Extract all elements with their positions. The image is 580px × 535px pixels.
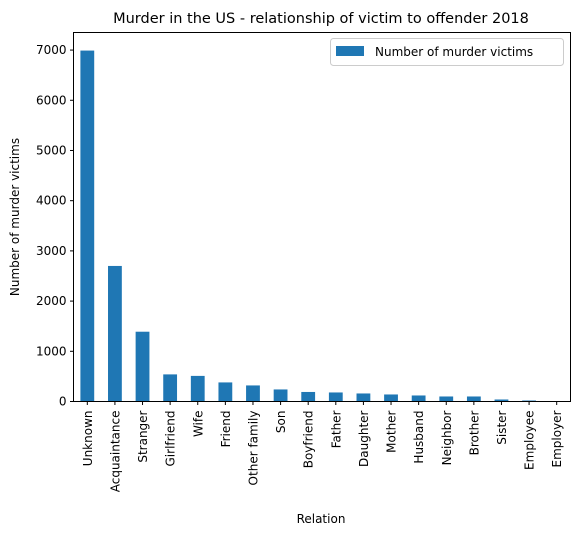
bar-other-family (246, 385, 260, 402)
bar-friend (218, 382, 233, 402)
x-tick-label: Wife (191, 411, 205, 438)
x-tick-label: Father (329, 410, 343, 448)
y-tick-label: 6000 (36, 93, 67, 107)
y-tick-label: 3000 (36, 244, 67, 258)
y-tick-label: 0 (59, 395, 67, 409)
bar-husband (411, 395, 426, 402)
bar-girlfriend (163, 374, 178, 402)
y-tick-label: 2000 (36, 294, 67, 308)
bar-father (328, 392, 343, 402)
x-tick-label: Daughter (357, 410, 371, 467)
x-tick-label: Neighbor (440, 410, 454, 465)
x-tick-label: Other family (246, 411, 260, 486)
x-tick-label: Boyfriend (302, 411, 316, 469)
y-axis: 0 1000 2000 3000 4000 5000 6000 7000 (36, 43, 74, 409)
bar-employee (522, 400, 536, 402)
x-tick-label: Son (274, 411, 288, 434)
y-tick-label: 5000 (36, 143, 67, 157)
bars-group (80, 50, 564, 402)
x-tick-label: Mother (385, 410, 399, 452)
bar-daughter (356, 393, 371, 402)
legend-swatch (336, 46, 364, 56)
y-tick-label: 1000 (36, 344, 67, 358)
bar-stranger (135, 331, 150, 402)
bar-acquaintance (108, 265, 122, 402)
x-tick-label: Husband (412, 411, 426, 464)
bar-sister (494, 399, 509, 402)
y-tick-label: 7000 (36, 43, 67, 57)
x-tick-label: Brother (467, 410, 481, 455)
x-axis-label: Relation (297, 512, 346, 526)
x-tick-label: Girlfriend (164, 411, 178, 467)
x-tick-label: Unknown (81, 411, 95, 467)
bar-wife (190, 375, 205, 402)
legend-frame (330, 38, 564, 66)
bar-brother (466, 396, 481, 402)
y-axis-label: Number of murder victims (8, 138, 22, 296)
bar-unknown (80, 50, 95, 402)
plot-frame (73, 32, 571, 402)
x-tick-label: Employer (550, 410, 564, 467)
chart-title: Murder in the US - relationship of victi… (113, 11, 529, 27)
bar-boyfriend (301, 391, 316, 402)
x-tick-label: Stranger (136, 410, 150, 462)
bar-neighbor (439, 396, 454, 402)
bar-son (273, 389, 288, 402)
legend: Number of murder victims (330, 38, 564, 66)
x-tick-label: Employee (523, 411, 537, 470)
legend-label: Number of murder victims (375, 45, 533, 59)
y-tick-label: 4000 (36, 194, 67, 208)
x-axis: Unknown Acquaintance Stranger Girlfriend Wif… (81, 401, 564, 493)
x-tick-label: Sister (495, 410, 509, 444)
x-tick-label: Friend (219, 411, 233, 448)
x-tick-label: Acquaintance (108, 411, 122, 493)
bar-mother (384, 394, 398, 402)
